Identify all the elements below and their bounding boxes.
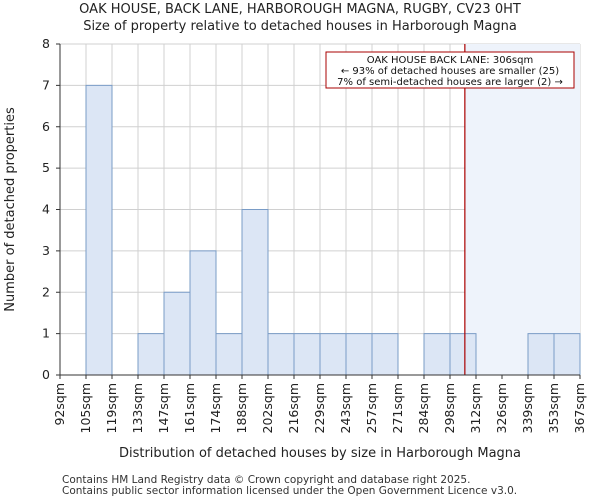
chart-subtitle: Size of property relative to detached ho… <box>83 19 517 34</box>
histogram-bar <box>215 333 243 376</box>
histogram-bar <box>241 209 269 376</box>
histogram-bar <box>85 84 113 376</box>
x-tick-label: 284sqm <box>416 383 431 433</box>
y-tick-label: 2 <box>42 284 50 299</box>
y-tick-label: 7 <box>42 77 50 92</box>
x-tick-label: 188sqm <box>234 383 249 433</box>
larger-region-highlight <box>464 44 580 375</box>
y-tick-label: 0 <box>42 367 50 382</box>
footer-licence: Contains public sector information licen… <box>62 485 518 497</box>
y-axis-label: Number of detached properties <box>3 107 18 312</box>
histogram-bar <box>345 333 373 376</box>
histogram-bar <box>527 333 555 376</box>
x-tick-label: 257sqm <box>364 383 379 433</box>
histogram-bar <box>293 333 321 376</box>
histogram-bar <box>137 333 165 376</box>
histogram-bar <box>449 333 477 376</box>
x-tick-label: 147sqm <box>156 383 171 433</box>
x-tick-label: 312sqm <box>468 383 483 433</box>
x-tick-label: 367sqm <box>572 383 587 433</box>
annotation-line-2: ← 93% of detached houses are smaller (25… <box>341 66 559 77</box>
histogram-bar <box>267 333 295 376</box>
annotation-line-3: 7% of semi-detached houses are larger (2… <box>337 77 563 88</box>
x-tick-label: 133sqm <box>130 383 145 433</box>
histogram-bar <box>423 333 451 376</box>
histogram-bar <box>553 333 581 376</box>
x-tick-label: 339sqm <box>520 383 535 433</box>
y-tick-label: 5 <box>42 160 50 175</box>
x-tick-label: 353sqm <box>546 383 561 433</box>
y-tick-label: 3 <box>42 243 50 258</box>
x-tick-label: 229sqm <box>312 383 327 433</box>
y-tick-label: 6 <box>42 119 50 134</box>
y-tick-label: 8 <box>42 36 50 51</box>
x-tick-label: 174sqm <box>208 383 223 433</box>
x-tick-label: 92sqm <box>52 383 67 426</box>
x-tick-label: 216sqm <box>286 383 301 433</box>
annotation-line-1: OAK HOUSE BACK LANE: 306sqm <box>367 55 533 66</box>
x-tick-label: 161sqm <box>182 383 197 433</box>
x-tick-label: 326sqm <box>494 383 509 433</box>
x-tick-label: 243sqm <box>338 383 353 433</box>
histogram-chart: 0 1 2 3 4 5 6 7 8 92sqm 105sqm 119sqm 133sqm 147sqm 16… <box>3 36 587 461</box>
histogram-bar <box>163 291 191 376</box>
x-tick-label: 119sqm <box>104 383 119 433</box>
footer-copyright: Contains HM Land Registry data © Crown c… <box>62 474 471 486</box>
y-tick-label: 1 <box>42 326 50 341</box>
chart-title: OAK HOUSE, BACK LANE, HARBOROUGH MAGNA, … <box>79 2 521 17</box>
annotation-box <box>325 51 575 89</box>
x-tick-label: 105sqm <box>78 383 93 433</box>
x-tick-label: 202sqm <box>260 383 275 433</box>
x-tick-label: 298sqm <box>442 383 457 433</box>
histogram-bar <box>371 333 399 376</box>
y-tick-label: 4 <box>42 202 50 217</box>
histogram-bar <box>189 250 217 376</box>
histogram-bar <box>319 333 347 376</box>
x-tick-label: 271sqm <box>390 383 405 433</box>
x-axis-label: Distribution of detached houses by size … <box>119 446 521 461</box>
